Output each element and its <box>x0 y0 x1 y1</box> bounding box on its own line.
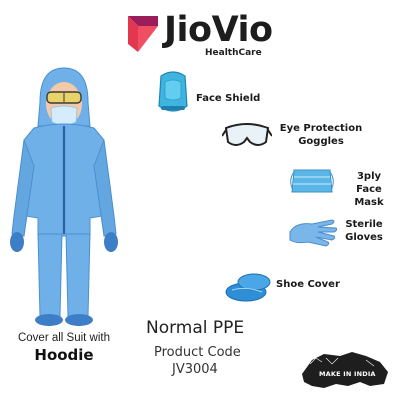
suit-caption-hoodie: Hoodie <box>34 346 94 364</box>
face-mask-label-line-1: 3ply Face <box>356 171 382 195</box>
face-mask-label-line-2: Mask <box>354 197 384 208</box>
make-in-india-lion-icon <box>302 352 388 388</box>
gloves-label: Sterile Gloves <box>342 218 386 244</box>
brand-subtitle: HealthCare <box>205 48 262 58</box>
gloves-label-line-2: Gloves <box>345 232 383 243</box>
ppe-suit-figure <box>10 67 118 326</box>
face-shield-icon <box>158 71 188 112</box>
product-title: Normal PPE <box>146 318 245 338</box>
make-in-india-text: MAKE IN INDIA <box>319 370 376 378</box>
gloves-label-line-1: Sterile <box>345 219 383 230</box>
shoe-cover-label: Shoe Cover <box>276 279 340 290</box>
face-shield-label: Face Shield <box>196 93 261 104</box>
goggles-label-line-2: Goggles <box>298 136 344 147</box>
shoe-cover-icon <box>225 273 271 302</box>
product-code-label: Product Code <box>154 345 241 360</box>
gloves-icon <box>289 219 338 247</box>
brand-name: JioVio <box>164 10 273 50</box>
brand-logo: JioVio HealthCare <box>128 8 278 64</box>
suit-caption: Cover all Suit with Hoodie <box>2 332 126 364</box>
goggles-label-line-1: Eye Protection <box>279 123 363 134</box>
face-mask-label: 3ply Face Mask <box>343 170 395 209</box>
product-code: JV3004 <box>172 362 218 377</box>
suit-caption-line: Cover all Suit with <box>17 332 111 344</box>
goggles-icon <box>222 123 272 146</box>
face-mask-icon <box>290 169 334 193</box>
brand-logo-mark-icon <box>128 16 158 52</box>
goggles-label: Eye Protection Goggles <box>275 122 367 148</box>
